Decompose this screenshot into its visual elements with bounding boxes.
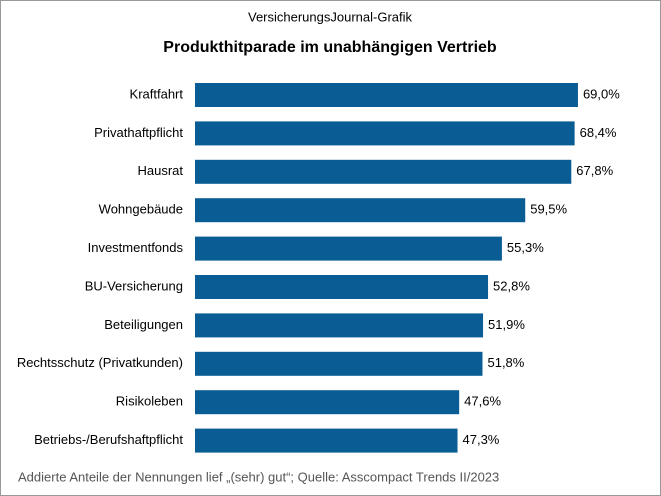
value-label: 68,4% bbox=[580, 125, 617, 140]
value-label: 52,8% bbox=[493, 278, 530, 293]
chart-subtitle: VersicherungsJournal-Grafik bbox=[248, 9, 413, 24]
bar bbox=[195, 390, 460, 415]
value-label: 67,8% bbox=[576, 163, 613, 178]
category-label: Investmentfonds bbox=[88, 240, 184, 255]
value-label: 47,3% bbox=[463, 432, 500, 447]
bar bbox=[195, 351, 483, 376]
value-label: 55,3% bbox=[507, 240, 544, 255]
chart-title: Produkthitparade im unabhängigen Vertrie… bbox=[163, 39, 497, 56]
value-label: 69,0% bbox=[583, 86, 620, 101]
bar bbox=[195, 236, 502, 261]
category-label: BU-Versicherung bbox=[85, 278, 183, 293]
value-label: 47,6% bbox=[464, 394, 501, 409]
bar bbox=[195, 83, 578, 107]
category-label: Wohngebäude bbox=[99, 202, 183, 217]
bar bbox=[195, 275, 489, 299]
bar bbox=[195, 428, 458, 453]
category-label: Beteiligungen bbox=[104, 317, 183, 332]
category-label: Hausrat bbox=[137, 163, 183, 178]
category-label: Privathaftpflicht bbox=[94, 125, 183, 140]
bar bbox=[195, 159, 572, 184]
bar bbox=[195, 198, 526, 223]
value-label: 59,5% bbox=[530, 202, 567, 217]
value-label: 51,9% bbox=[488, 317, 525, 332]
category-label: Rechtsschutz (Privatkunden) bbox=[17, 355, 183, 370]
footnote: Addierte Anteile der Nennungen lief „(se… bbox=[18, 469, 499, 484]
bar bbox=[195, 121, 575, 146]
bar bbox=[195, 313, 484, 338]
value-label: 51,8% bbox=[487, 355, 524, 370]
category-label: Betriebs-/Berufshaftpflicht bbox=[34, 432, 183, 447]
category-label: Risikoleben bbox=[116, 394, 183, 409]
category-label: Kraftfahrt bbox=[130, 86, 184, 101]
